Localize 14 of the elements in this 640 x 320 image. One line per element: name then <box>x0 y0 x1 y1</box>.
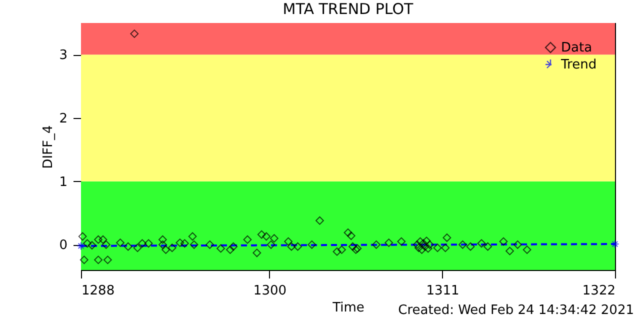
legend-label: Data <box>561 40 592 56</box>
legend-label: Trend <box>560 58 597 72</box>
y-tick-label: 1 <box>59 174 68 190</box>
x-tick-label: 1288 <box>82 284 115 298</box>
y-tick-label: 0 <box>59 238 68 254</box>
x-axis-title: Time <box>332 300 364 316</box>
x-tick-label: 1322 <box>582 284 616 298</box>
y-tick-label: 2 <box>59 112 68 126</box>
x-tick-label: 1300 <box>253 284 287 298</box>
chart-title: MTA TREND PLOT <box>282 0 414 18</box>
y-tick-label: 3 <box>59 48 68 64</box>
y-axis-title: DIFF_4 <box>41 125 56 169</box>
x-tick-label: 1311 <box>426 284 460 298</box>
text: Created: Wed Feb 24 14:34:42 2021 <box>398 303 634 318</box>
